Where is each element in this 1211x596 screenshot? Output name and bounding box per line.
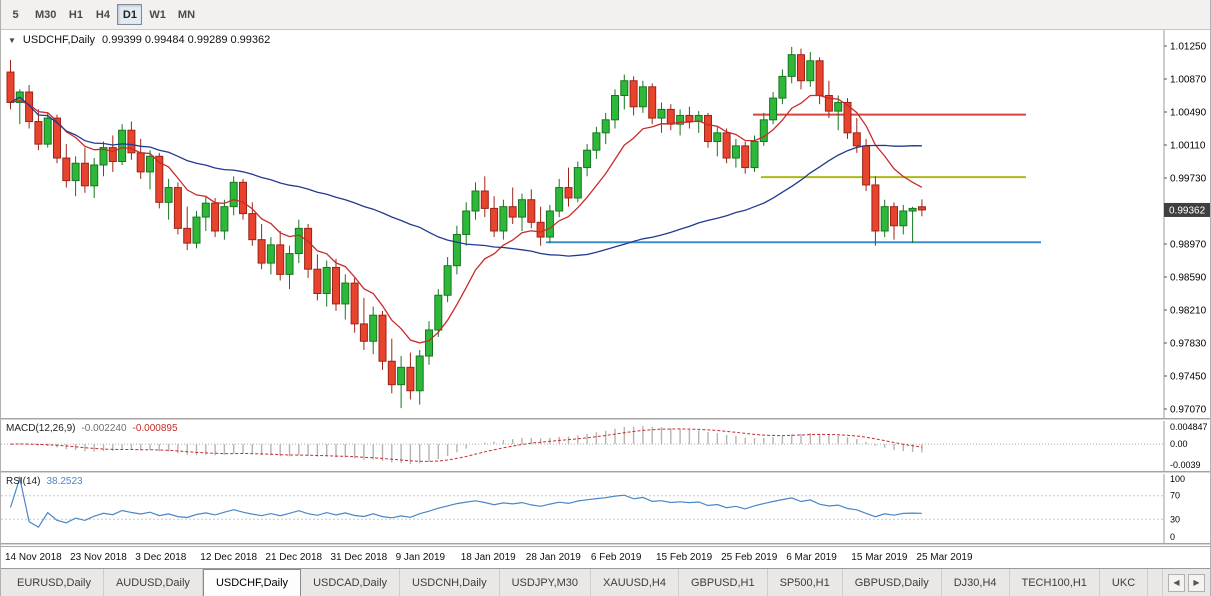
rsi-axis-label: 70: [1170, 491, 1180, 501]
chart-dropdown-icon[interactable]: ▼: [8, 35, 16, 45]
date-label: 15 Feb 2019: [656, 552, 713, 563]
rsi-axis-label: 0: [1170, 532, 1175, 542]
price-axis-label: 1.01250: [1170, 42, 1207, 53]
tab-usdcnh-daily[interactable]: USDCNH,Daily: [400, 569, 500, 596]
tab-gbpusd-h1[interactable]: GBPUSD,H1: [679, 569, 768, 596]
timeframe-D1[interactable]: D1: [117, 4, 143, 25]
date-label: 6 Mar 2019: [786, 552, 837, 563]
candles-layer: [6, 46, 926, 409]
date-label: 21 Dec 2018: [265, 552, 323, 563]
macd-panel: 0.004847 0.00 -0.0039 MACD(12,26,9) -0.002…: [1, 421, 1210, 471]
moving-average-10: [10, 94, 923, 344]
tab-eurusd-daily[interactable]: EURUSD,Daily: [5, 569, 104, 596]
tab-dj30-h4[interactable]: DJ30,H4: [941, 569, 1010, 596]
macd-axis-label: 0.00: [1170, 439, 1188, 449]
date-label: 25 Feb 2019: [721, 552, 778, 563]
rsi-panel-splitter[interactable]: [1, 471, 1210, 474]
rsi-panel: 100 70 30 0 RSI(14) 38.2523: [1, 474, 1210, 543]
price-axis-label: 1.00490: [1170, 108, 1207, 119]
date-label: 28 Jan 2019: [525, 552, 581, 563]
tab-sp500-h1[interactable]: SP500,H1: [767, 569, 843, 596]
chart-tab-bar: EURUSD,Daily AUDUSD,Daily USDCHF,Daily USDC…: [1, 568, 1210, 596]
macd-axis-label: -0.0039: [1170, 460, 1201, 470]
macd-axis-label: 0.004847: [1170, 422, 1208, 432]
current-price-tag: [1164, 202, 1210, 217]
chart-tab-list: EURUSD,Daily AUDUSD,Daily USDCHF,Daily USDC…: [1, 569, 1210, 596]
timeframe-M30[interactable]: M30: [35, 8, 57, 21]
moving-average-45: [10, 96, 922, 257]
price-axis-label: 0.97450: [1170, 372, 1207, 383]
chart-area: ▼ USDCHF,Daily 0.99399 0.99484 0.99289 0…: [1, 30, 1210, 568]
date-label: 12 Dec 2018: [200, 552, 258, 563]
date-label: 14 Nov 2018: [5, 552, 62, 563]
macd-panel-splitter[interactable]: [1, 418, 1210, 421]
date-label: 9 Jan 2019: [395, 552, 446, 563]
tab-usdjpy-m30[interactable]: USDJPY,M30: [499, 569, 592, 596]
price-axis-label: 0.98210: [1170, 306, 1207, 317]
tab-ukc[interactable]: UKC: [1099, 569, 1149, 596]
date-label: 6 Feb 2019: [590, 552, 642, 563]
macd-indicator-canvas[interactable]: 0.004847 0.00 -0.0039: [1, 421, 1211, 471]
date-label: 23 Nov 2018: [70, 552, 127, 563]
tab-audusd-daily[interactable]: AUDUSD,Daily: [103, 569, 203, 596]
timeframe-H4[interactable]: H4: [95, 8, 110, 21]
timeframe-toolbar: 5 M30 H1 H4 D1 W1 MN: [1, 0, 1210, 30]
date-label: 3 Dec 2018: [135, 552, 187, 563]
tab-xauusd-h4[interactable]: XAUUSD,H4: [591, 569, 679, 596]
tab-gbpusd-daily[interactable]: GBPUSD,Daily: [842, 569, 942, 596]
tab-usdcad-daily[interactable]: USDCAD,Daily: [301, 569, 401, 596]
tab-tech100-h1[interactable]: TECH100,H1: [1009, 569, 1100, 596]
price-chart-canvas[interactable]: 1.01250 1.00870 1.00490 1.00110 0.99730 0.989…: [1, 30, 1211, 418]
timeframe-MN[interactable]: MN: [177, 8, 196, 21]
rsi-axis-label: 100: [1170, 474, 1185, 484]
current-price-tag-text: 0.99362: [1169, 205, 1206, 216]
price-axis-label: 1.00110: [1170, 141, 1206, 152]
time-axis-splitter[interactable]: [1, 543, 1210, 546]
time-axis[interactable]: 14 Nov 2018 23 Nov 2018 3 Dec 2018 12 Dec 2…: [1, 546, 1210, 568]
tab-scroll-controls: ◀ ▶: [1162, 569, 1210, 596]
date-label: 15 Mar 2019: [851, 552, 908, 563]
price-axis-label: 0.99730: [1170, 174, 1207, 185]
price-axis-label: 1.00870: [1170, 75, 1207, 86]
rsi-indicator-canvas[interactable]: 100 70 30 0: [1, 474, 1211, 543]
price-axis-label: 0.97070: [1170, 405, 1207, 416]
tabs-scroll-right-icon[interactable]: ▶: [1188, 573, 1205, 592]
date-label: 25 Mar 2019: [916, 552, 973, 563]
timeframe-H1[interactable]: H1: [68, 8, 83, 21]
rsi-axis-label: 30: [1170, 514, 1180, 524]
macd-signal-line: [10, 428, 922, 462]
timeframe-W1[interactable]: W1: [149, 8, 166, 21]
timeframe-5[interactable]: 5: [12, 8, 19, 21]
macd-histogram: [19, 426, 923, 464]
date-label: 31 Dec 2018: [330, 552, 388, 563]
price-axis-label: 0.98590: [1170, 273, 1207, 284]
price-axis-label: 0.98970: [1170, 240, 1207, 251]
price-axis-label: 0.97830: [1170, 339, 1207, 350]
date-label: 18 Jan 2019: [460, 552, 516, 563]
tabs-scroll-left-icon[interactable]: ◀: [1168, 573, 1185, 592]
tab-usdchf-daily[interactable]: USDCHF,Daily: [202, 569, 302, 596]
rsi-line: [9, 475, 922, 529]
